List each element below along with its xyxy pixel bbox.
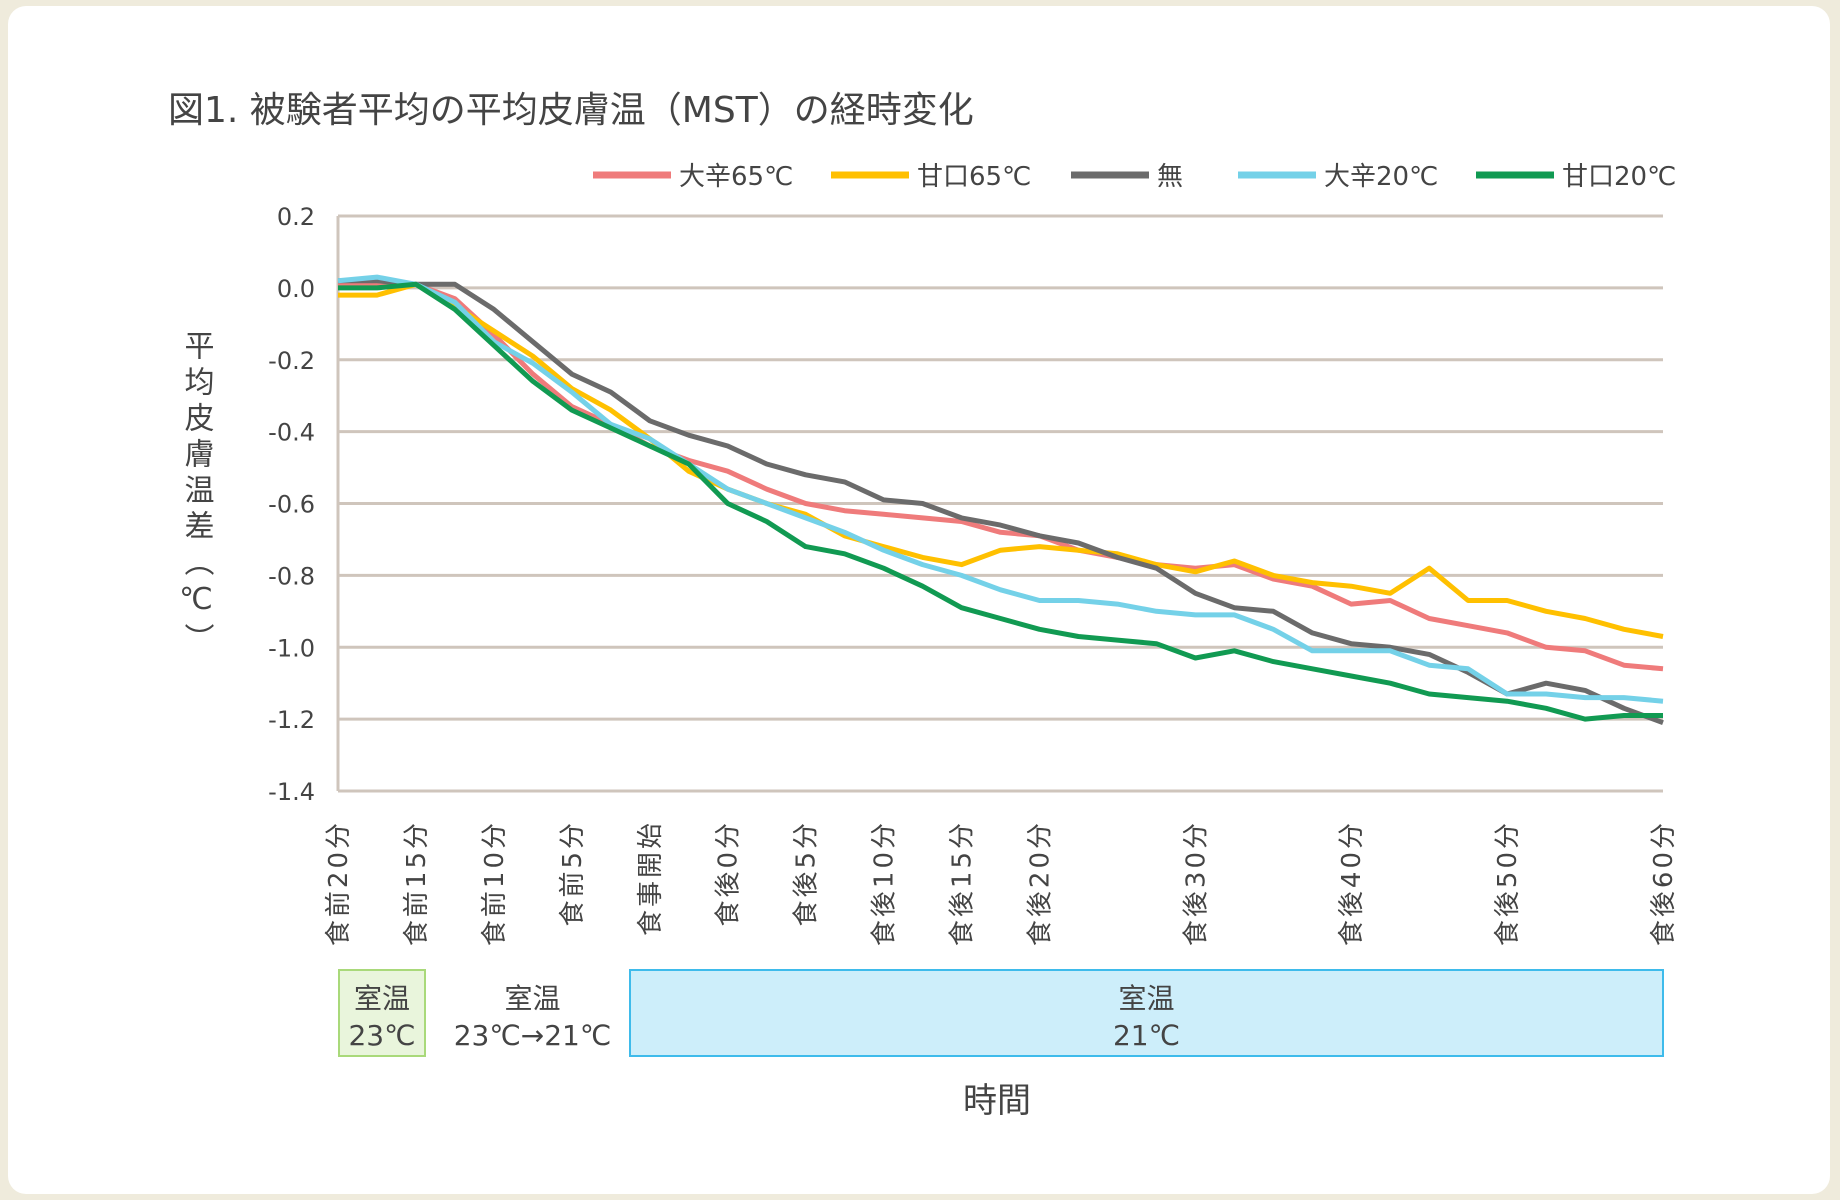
legend-label: 甘口65℃ [917, 162, 1031, 192]
series-line [338, 281, 1663, 722]
x-tick-label: 食後20分 [1025, 820, 1055, 946]
x-tick-label: 食前15分 [402, 820, 432, 946]
series-line [337, 274, 1664, 704]
y-tick-label: 0.2 [277, 203, 315, 231]
y-axis-label: 平均皮膚温差（℃） [179, 330, 215, 659]
x-tick-label: 食後40分 [1337, 820, 1367, 946]
room-temp-label: 室温 [354, 982, 410, 1015]
legend-label: 大辛65℃ [679, 162, 793, 192]
x-tick-label: 食前5分 [558, 820, 588, 927]
room-temp-label: 室温 [504, 982, 560, 1015]
x-tick-label: 食後0分 [714, 820, 744, 927]
x-tick-label: 食後15分 [948, 820, 978, 946]
legend-label: 甘口20℃ [1562, 162, 1676, 192]
y-tick-label: -0.2 [268, 347, 315, 375]
y-tick-label: -1.0 [268, 634, 315, 662]
y-tick-label: 0.0 [277, 275, 315, 303]
x-tick-label: 食後10分 [870, 820, 900, 946]
x-tick-label: 食後5分 [792, 820, 822, 927]
x-tick-label: 食後60分 [1649, 820, 1679, 946]
x-tick-label: 食前10分 [480, 820, 510, 946]
legend-label: 大辛20℃ [1324, 162, 1438, 192]
x-tick-label: 食事開始 [636, 820, 666, 936]
room-temp-box [629, 969, 1664, 1057]
legend-label: 無 [1157, 162, 1183, 192]
x-tick-label: 食後30分 [1181, 820, 1211, 946]
y-tick-label: -0.8 [268, 562, 315, 590]
series-line [338, 281, 1664, 672]
x-axis-label: 時間 [963, 1081, 1031, 1121]
x-tick-label: 食前20分 [324, 820, 354, 946]
series-line [338, 278, 1664, 726]
y-tick-label: -0.4 [268, 419, 315, 447]
chart-title: 図1. 被験者平均の平均皮膚温（MST）の経時変化 [168, 90, 974, 131]
y-tick-label: -1.2 [268, 706, 315, 734]
y-tick-label: -0.6 [268, 491, 315, 519]
x-tick-label: 食後50分 [1493, 820, 1523, 946]
series-line [338, 281, 1664, 639]
room-temp-value: 23℃ [348, 1019, 415, 1052]
room-temp-label: 室温 [1118, 982, 1174, 1015]
room-temp-value: 23℃→21℃ [454, 1019, 612, 1052]
y-tick-label: -1.4 [268, 778, 315, 806]
room-temp-box [338, 969, 426, 1057]
room-temp-value: 21℃ [1113, 1019, 1180, 1052]
